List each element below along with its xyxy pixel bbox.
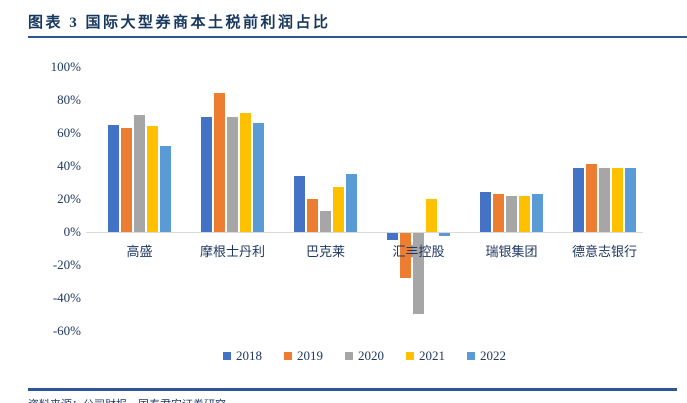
legend-swatch-icon [406, 352, 414, 360]
footer-rule [28, 388, 677, 391]
y-tick-label: 60% [57, 125, 81, 140]
bar-2018-高盛 [108, 124, 119, 232]
source-text-clipped: 资料来源：公司财报，国泰君安证券研究 [28, 396, 226, 403]
bar-2018-瑞银集团 [480, 192, 491, 232]
category-label-高盛: 高盛 [126, 244, 153, 259]
bar-2018-汇丰控股 [387, 233, 398, 240]
legend-label: 2019 [297, 348, 323, 363]
bar-2020-高盛 [134, 114, 145, 232]
bar-2019-高盛 [121, 128, 132, 232]
legend-label: 2020 [358, 348, 384, 363]
bar-2022-汇丰控股 [439, 233, 450, 237]
bar-2019-汇丰控股 [400, 233, 411, 278]
bar-2022-巴克莱 [346, 174, 357, 232]
category-label-瑞银集团: 瑞银集团 [485, 244, 538, 259]
chart-legend: 2018 2019 2020 2021 2022 [86, 348, 643, 364]
legend-swatch-icon [223, 352, 231, 360]
bar-2018-德意志银行 [573, 167, 584, 232]
bar-2020-汇丰控股 [413, 233, 424, 314]
category-label-德意志银行: 德意志银行 [571, 244, 637, 259]
x-axis-zero-line [86, 232, 643, 233]
bar-2020-摩根士丹利 [227, 116, 238, 232]
bar-2018-摩根士丹利 [201, 116, 212, 232]
bar-2021-瑞银集团 [519, 195, 530, 232]
legend-item-2018: 2018 [223, 348, 262, 364]
legend-label: 2018 [236, 348, 262, 363]
bar-2022-德意志银行 [625, 167, 636, 232]
legend-item-2021: 2021 [406, 348, 445, 364]
legend-item-2019: 2019 [284, 348, 323, 364]
y-tick-label: 80% [57, 92, 81, 107]
y-tick-label: 100% [50, 59, 81, 74]
y-tick-label: -40% [52, 290, 81, 305]
bar-2022-摩根士丹利 [253, 123, 264, 232]
title-underline-rule [28, 36, 687, 38]
bar-2019-巴克莱 [307, 199, 318, 232]
bar-2019-摩根士丹利 [214, 93, 225, 232]
bar-2019-瑞银集团 [493, 194, 504, 232]
bar-2021-德意志银行 [612, 167, 623, 232]
y-tick-label: -60% [52, 323, 81, 338]
bar-2020-瑞银集团 [506, 195, 517, 232]
bar-2021-巴克莱 [333, 187, 344, 232]
bar-2021-摩根士丹利 [240, 113, 251, 232]
category-label-汇丰控股: 汇丰控股 [392, 244, 445, 259]
category-label-摩根士丹利: 摩根士丹利 [199, 244, 265, 259]
bar-2022-高盛 [160, 146, 171, 232]
bar-2018-巴克莱 [294, 175, 305, 232]
legend-label: 2021 [419, 348, 445, 363]
category-label-巴克莱: 巴克莱 [305, 244, 345, 259]
bar-2019-德意志银行 [586, 164, 597, 232]
y-tick-label: 40% [57, 158, 81, 173]
legend-swatch-icon [345, 352, 353, 360]
bar-2020-巴克莱 [320, 210, 331, 232]
bar-2021-高盛 [147, 126, 158, 232]
legend-label: 2022 [480, 348, 506, 363]
y-tick-label: 20% [57, 191, 81, 206]
legend-swatch-icon [284, 352, 292, 360]
y-tick-label: -20% [52, 257, 81, 272]
bar-2020-德意志银行 [599, 167, 610, 232]
figure-title: 图表 3 国际大型券商本土税前利润占比 [28, 15, 331, 31]
legend-item-2022: 2022 [467, 348, 506, 364]
bar-2021-汇丰控股 [426, 199, 437, 232]
y-tick-label: 0% [63, 224, 81, 239]
legend-swatch-icon [467, 352, 475, 360]
legend-item-2020: 2020 [345, 348, 384, 364]
bar-2022-瑞银集团 [532, 194, 543, 232]
